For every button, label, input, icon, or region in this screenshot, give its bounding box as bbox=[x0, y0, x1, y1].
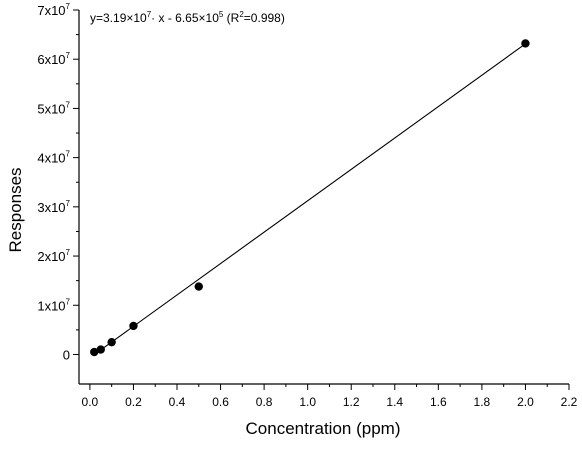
y-tick-label: 3x107 bbox=[37, 199, 70, 215]
data-point bbox=[194, 282, 203, 291]
x-tick-label: 0.4 bbox=[169, 395, 186, 409]
data-point bbox=[107, 337, 116, 347]
ticks: 0.0 0.2 0.4 0.6 0.8 1.0 1.2 1.4 1.6 1.8 2.0 2.2 0 1x1… bbox=[37, 2, 577, 409]
fit-line bbox=[93, 43, 526, 356]
y-tick-label: 6x107 bbox=[37, 51, 70, 67]
x-axis-label: Concentration (ppm) bbox=[246, 419, 401, 438]
x-tick-label: 1.8 bbox=[474, 395, 491, 409]
y-tick-label: 7x107 bbox=[37, 2, 70, 18]
axes bbox=[78, 10, 569, 385]
y-tick-label: 5x107 bbox=[37, 100, 70, 116]
x-tick-label: 1.2 bbox=[343, 395, 360, 409]
y-tick-label: 4x107 bbox=[37, 150, 70, 166]
data-point bbox=[129, 321, 138, 331]
x-tick-label: 1.0 bbox=[299, 395, 316, 409]
y-axis-label: Responses bbox=[6, 167, 25, 252]
data-points bbox=[90, 39, 530, 357]
x-tick-label: 1.4 bbox=[386, 395, 403, 409]
x-tick-label: 0.8 bbox=[256, 395, 273, 409]
fit-line-group bbox=[93, 43, 526, 356]
regression-equation: y=3.19×107· x - 6.65×105 (R2=0.998) bbox=[90, 10, 285, 25]
data-point bbox=[96, 345, 105, 354]
data-point bbox=[521, 39, 530, 48]
y-tick-label: 1x107 bbox=[37, 297, 70, 313]
y-tick-label: 2x107 bbox=[37, 248, 70, 264]
y-tick-label: 0 bbox=[63, 347, 70, 362]
x-tick-label: 2.0 bbox=[517, 395, 534, 409]
x-tick-label: 0.6 bbox=[212, 395, 229, 409]
x-tick-label: 0.2 bbox=[125, 395, 142, 409]
x-tick-label: 0.0 bbox=[82, 395, 99, 409]
x-tick-label: 2.2 bbox=[561, 395, 578, 409]
data-point bbox=[90, 347, 99, 357]
x-tick-label: 1.6 bbox=[430, 395, 447, 409]
